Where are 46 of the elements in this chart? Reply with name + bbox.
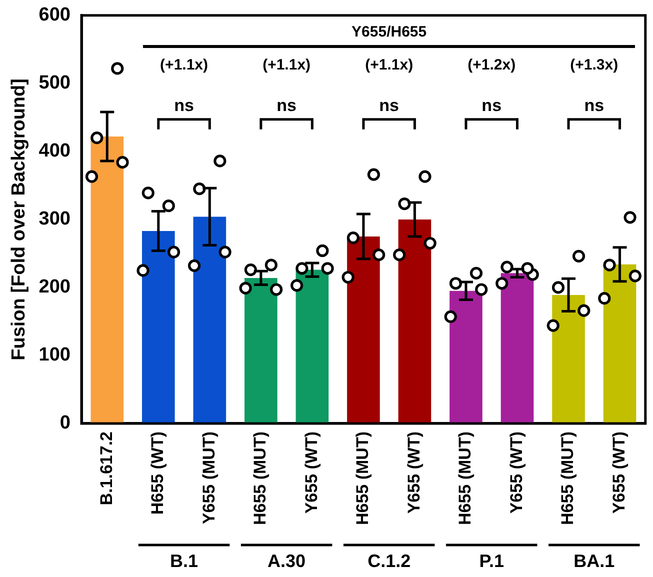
text: P.1 [479, 550, 504, 571]
y-tick-label: 500 [38, 72, 70, 94]
annotation: (+1.2x) [468, 56, 516, 74]
bar [90, 136, 124, 424]
y-axis-title: Fusion [Fold over Background] [8, 78, 30, 360]
x-tick-label: Y655 (MUT) [199, 431, 218, 524]
x-tick-label: H655 (MUT) [250, 431, 270, 526]
bar [500, 273, 534, 424]
x-tick-label: Y655 (WT) [609, 431, 628, 514]
annotation: ns [174, 96, 194, 116]
annotation: (+1.3x) [570, 56, 618, 74]
annotation: Y655/H655 [352, 24, 427, 41]
x-tick-label: Y655 (WT) [506, 431, 526, 514]
bar [552, 294, 585, 424]
text: B.1 [170, 550, 198, 571]
y-tick-label: 100 [38, 344, 70, 366]
text: BA.1 [574, 550, 615, 571]
y-tick-label: 0 [60, 412, 70, 434]
text: A.30 [268, 550, 306, 571]
x-tick-label: H655 (MUT) [353, 431, 372, 526]
y-tick-label: 600 [38, 4, 70, 26]
bar [142, 231, 175, 424]
x-tick-label: B.1.617.2 [96, 431, 116, 506]
annotation: (+1.1x) [262, 56, 311, 74]
annotation: (+1.1x) [365, 56, 414, 74]
bar [603, 264, 636, 424]
y-tick-label: 400 [38, 140, 70, 162]
annotation: ns [584, 96, 604, 116]
annotation: ns [379, 96, 400, 116]
x-tick-label: H655 (MUT) [558, 431, 578, 526]
bar [398, 219, 432, 424]
x-tick-label: H655 (WT) [148, 431, 168, 515]
bar [244, 278, 278, 424]
bar [193, 216, 226, 424]
annotation: ns [482, 96, 502, 116]
annotation: (+1.1x) [160, 56, 208, 74]
text: C.1.2 [368, 550, 411, 571]
bar [296, 270, 329, 424]
y-tick-label: 300 [38, 208, 70, 230]
y-tick-label: 200 [38, 276, 70, 298]
annotation: ns [276, 96, 296, 116]
x-tick-label: Y655 (WT) [404, 431, 424, 514]
bar [347, 236, 380, 424]
bar [450, 290, 482, 424]
x-tick-label: H655 (MUT) [456, 431, 475, 526]
x-tick-label: Y655 (WT) [302, 431, 321, 514]
